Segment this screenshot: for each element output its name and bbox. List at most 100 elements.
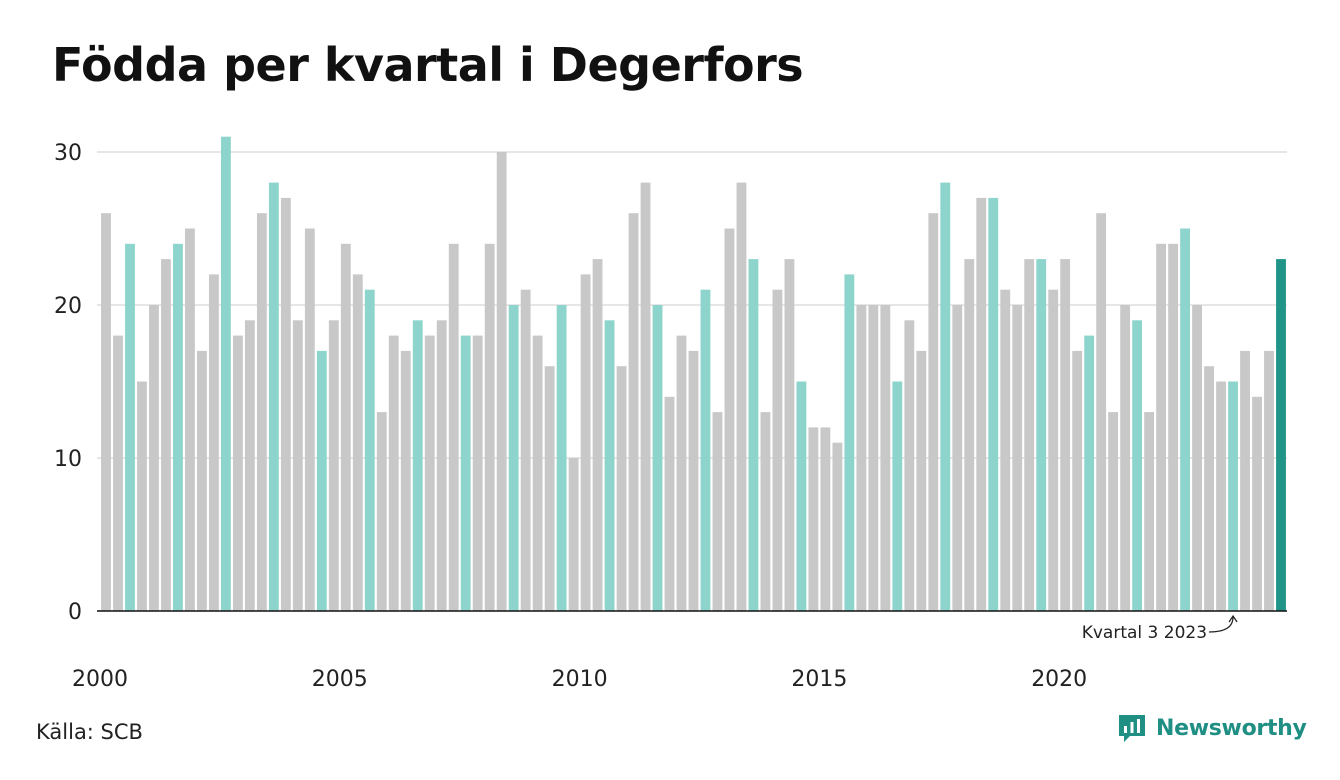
bar — [1168, 243, 1179, 612]
bar — [964, 259, 975, 611]
bar — [400, 350, 411, 611]
bar — [496, 152, 507, 611]
bar — [1036, 259, 1047, 611]
y-axis-ticks: 0 10 20 30 — [54, 141, 82, 625]
bar — [208, 274, 219, 611]
bar — [700, 289, 711, 611]
bar — [736, 182, 747, 611]
x-tick-label: 2000 — [72, 667, 128, 692]
bar — [1024, 259, 1035, 611]
bar — [808, 427, 819, 611]
x-tick-label: 2015 — [791, 667, 847, 692]
bar — [185, 228, 195, 611]
bar — [1108, 412, 1119, 611]
bar — [484, 243, 495, 612]
bar — [244, 320, 255, 611]
bar — [1180, 228, 1190, 611]
bar — [652, 305, 663, 611]
bar — [820, 427, 831, 611]
bar — [508, 305, 519, 611]
bar — [892, 381, 903, 611]
bar — [568, 458, 579, 611]
bar — [1132, 320, 1143, 611]
bar — [748, 259, 759, 611]
newsworthy-logo-icon — [1119, 715, 1145, 742]
x-tick-label: 2010 — [552, 667, 608, 692]
source-note: Källa: SCB — [36, 720, 143, 744]
bar — [1264, 350, 1274, 611]
annotation-label: Kvartal 3 2023 — [1082, 623, 1207, 643]
y-tick-label: 20 — [54, 294, 82, 319]
x-tick-label: 2005 — [312, 667, 368, 692]
bar — [532, 335, 543, 611]
bar — [364, 289, 375, 611]
bar — [125, 243, 135, 612]
bar — [592, 259, 603, 611]
bar — [952, 305, 963, 611]
annotation: Kvartal 3 2023 — [1082, 614, 1238, 643]
newsworthy-logo: Newsworthy — [1116, 712, 1307, 744]
bar — [1144, 412, 1155, 611]
bar — [664, 396, 675, 611]
bar — [676, 335, 687, 611]
bar — [520, 289, 531, 611]
bar — [1276, 259, 1286, 611]
bar — [688, 350, 699, 611]
bar — [1240, 350, 1250, 611]
bar — [1192, 305, 1202, 611]
x-axis-ticks: 2000 2005 2010 2015 2020 — [72, 667, 1087, 692]
bar — [1048, 289, 1059, 611]
bar — [388, 335, 399, 611]
bar — [268, 182, 279, 611]
bar — [376, 412, 387, 611]
bar — [436, 320, 447, 611]
bar — [1060, 259, 1071, 611]
bar — [724, 228, 735, 611]
brand-name: Newsworthy — [1156, 715, 1307, 741]
bars — [101, 136, 1286, 612]
bar — [1072, 350, 1083, 611]
bar — [472, 335, 483, 611]
bar — [880, 305, 891, 611]
bar — [988, 197, 999, 611]
bar — [292, 320, 303, 611]
bar — [1252, 396, 1262, 611]
bar — [760, 412, 771, 611]
annotation-arrow — [1209, 614, 1238, 633]
bar — [556, 305, 567, 611]
bar — [1120, 305, 1131, 611]
bar — [113, 335, 123, 611]
y-tick-label: 30 — [54, 141, 82, 166]
bar — [149, 305, 159, 611]
bar — [412, 320, 423, 611]
bar — [460, 335, 471, 611]
bar — [1204, 366, 1214, 611]
bar — [928, 213, 939, 611]
bar — [1012, 305, 1023, 611]
chart-title: Födda per kvartal i Degerfors — [52, 38, 804, 92]
bar — [340, 243, 351, 612]
bar — [161, 259, 171, 611]
bar — [868, 305, 879, 611]
bar — [232, 335, 243, 611]
y-tick-label: 10 — [54, 447, 82, 472]
bar — [1156, 243, 1167, 612]
bar — [940, 182, 951, 611]
bar — [916, 350, 927, 611]
bar — [904, 320, 915, 611]
bar — [220, 136, 231, 611]
bar — [304, 228, 315, 611]
bar — [173, 243, 183, 612]
bar — [448, 243, 459, 612]
x-tick-label: 2020 — [1031, 667, 1087, 692]
bar — [616, 366, 627, 611]
bar — [256, 213, 267, 611]
bar — [772, 289, 783, 611]
bar — [1228, 381, 1238, 611]
bar — [844, 274, 855, 611]
bar — [976, 197, 987, 611]
y-tick-label: 0 — [68, 600, 82, 625]
bar — [832, 442, 843, 611]
bar — [1216, 381, 1226, 611]
